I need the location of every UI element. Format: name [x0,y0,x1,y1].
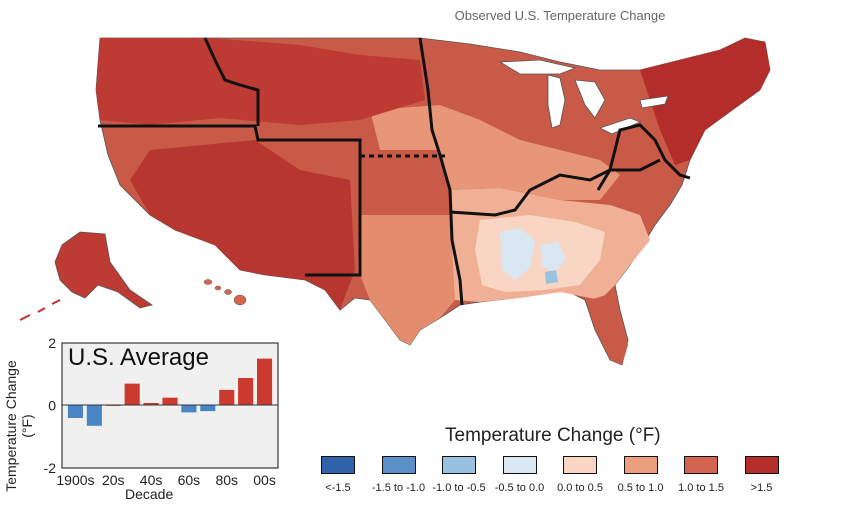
florida-region [590,292,628,365]
southeast-cold-patch [545,270,558,284]
southwest-region [130,140,355,310]
bar-1900s [67,405,84,418]
y-tick-label: 0 [48,398,56,414]
map-title: Observed U.S. Temperature Change [454,8,666,23]
y-tick-label: 2 [48,335,56,351]
x-tick-label: 40s [140,472,163,488]
legend-swatch [744,456,779,474]
southeast-cool-patch [500,228,535,280]
bar-1950s [162,397,178,406]
texas-region [358,215,455,345]
legend-title: Temperature Change (°F) [445,425,661,446]
x-tick-label: 80s [215,472,238,488]
x-tick-label: 00s [253,472,276,488]
y-tick-label: -2 [44,460,57,476]
inset-title: U.S. Average [68,344,209,371]
legend-label: >1.5 [750,482,773,494]
bar-1910s [86,405,102,426]
inset-y-axis-label: Temperature Change (°F) [3,360,35,492]
northeast-region [640,38,770,165]
x-tick-label: 1900s [56,472,94,488]
legend-swatch [502,456,537,474]
bars-group [67,358,273,426]
legend-label: -1.5 to -1.0 [371,482,426,494]
region-boundaries [98,37,691,306]
legend-swatch [684,456,718,474]
inset-labels: Temperature Change (°F) U.S. Average Dec… [0,330,300,517]
bar-1960s [181,405,197,413]
legend-swatch [563,456,597,474]
x-tick-label: 60s [178,472,201,488]
inset-x-axis-label: Decade [125,486,174,502]
lake-michigan [547,74,566,129]
legend-label: <-1.5 [325,482,351,494]
lake-superior [498,59,577,75]
hawaii-islands [203,279,247,306]
lake-erie [598,117,642,135]
x-ticks: 1900s 20s 40s 60s 80s 00s [56,472,275,488]
legend-swatch [623,456,658,474]
x-tick-label: 20s [102,472,125,488]
bar-1980s [219,389,235,406]
legend-swatch [321,456,355,474]
northwest-region [96,38,425,125]
legend-label: -1.0 to -0.5 [432,482,486,494]
aleutian-islands [19,299,61,321]
legend-label: -0.5 to 0.0 [494,482,545,494]
legend-swatch [381,456,416,474]
us-average-bar-chart: 2 0 -2 1900s 20s 40s 60s 80s 00s [44,335,279,488]
bar-1990s [238,378,254,406]
bar-1930s [124,383,140,406]
alaska-land [54,231,153,309]
legend-label: 0.0 to 0.5 [557,482,603,494]
legend-label: 1.0 to 1.5 [678,482,724,494]
y-ticks: 2 0 -2 [44,335,57,476]
lake-huron [574,79,606,119]
lake-ontario [639,95,669,109]
bar-1970s [200,405,216,412]
bar-2000s [256,358,273,406]
legend-label: 0.5 to 1.0 [617,482,664,494]
southeast-cool-patch-2 [540,242,566,272]
bar-1940s [143,403,159,406]
legend-swatch [442,456,476,474]
